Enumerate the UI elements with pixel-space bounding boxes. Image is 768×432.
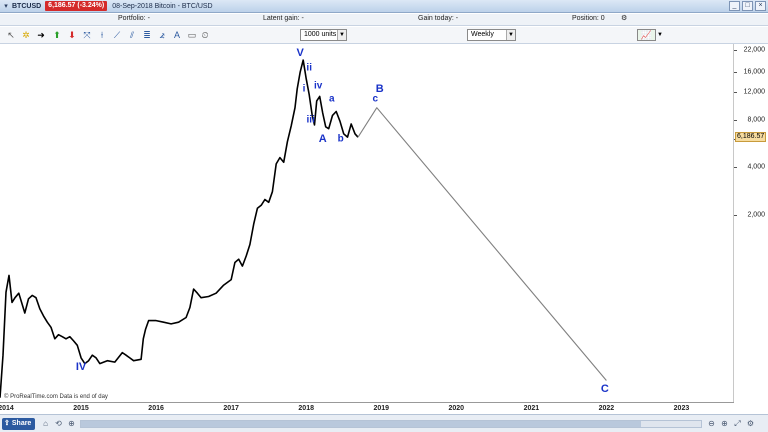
wave-label[interactable]: IV xyxy=(75,360,87,373)
y-tick-mark xyxy=(734,214,737,216)
fan-icon[interactable]: ⦨ xyxy=(159,30,165,40)
wave-label[interactable]: i xyxy=(302,83,306,95)
menu-icon[interactable]: ▾ xyxy=(4,3,8,10)
y-tick-mark xyxy=(734,50,737,51)
share-icon: ⇪ xyxy=(4,420,10,427)
zoom-icon[interactable]: ⊕ xyxy=(68,419,75,428)
wave-label[interactable]: V xyxy=(296,47,304,60)
y-tick-label: 8,000 xyxy=(747,116,765,124)
chevron-down-icon: ▼ xyxy=(506,30,515,40)
wave-label[interactable]: B xyxy=(375,82,384,95)
x-tick-label: 2016 xyxy=(148,405,164,412)
rectangle-icon[interactable]: ▭ xyxy=(187,30,197,40)
x-tick-label: 2023 xyxy=(673,405,690,412)
chevron-down-icon[interactable]: ▼ xyxy=(657,32,663,38)
wave-label[interactable]: b xyxy=(337,133,344,145)
x-tick-label: 2021 xyxy=(523,405,540,412)
text-tool-icon[interactable]: A xyxy=(173,30,180,40)
buy-arrow-icon[interactable]: ⬆ xyxy=(53,30,61,40)
x-tick-label: 2020 xyxy=(448,405,465,412)
latent-gain-info: Latent gain: - xyxy=(263,15,304,22)
scrollbar-thumb[interactable] xyxy=(81,421,641,427)
window-buttons: _ □ × xyxy=(729,1,766,11)
vertical-line-icon[interactable]: ⍿ xyxy=(100,30,104,40)
portfolio-info-bar: Portfolio: - Latent gain: - Gain today: … xyxy=(0,14,768,26)
close-button[interactable]: × xyxy=(755,1,766,11)
fit-icon[interactable]: ⤢ xyxy=(734,419,741,428)
wave-label[interactable]: C xyxy=(600,382,609,395)
y-tick-mark xyxy=(734,71,737,73)
y-tick-label: 22,000 xyxy=(743,46,765,54)
x-tick-label: 2017 xyxy=(223,405,239,412)
x-tick-label: 2022 xyxy=(598,405,615,412)
zoom-in-icon[interactable]: ⊕ xyxy=(721,419,728,428)
y-tick-label: 16,000 xyxy=(743,68,765,76)
channel-icon[interactable]: ⫽ xyxy=(129,30,134,40)
fibonacci-icon[interactable]: ≣ xyxy=(143,30,151,40)
y-tick-mark xyxy=(734,91,737,93)
sell-arrow-icon[interactable]: ⬇ xyxy=(68,30,76,40)
alert-icon[interactable]: ⏲ xyxy=(201,30,209,40)
position-settings-icon[interactable]: ⚙ xyxy=(621,15,628,22)
x-tick-label: 2019 xyxy=(373,405,390,412)
y-tick-mark xyxy=(734,119,737,121)
bottom-bar: ⇪ Share ⌂ ⟲ ⊕ ⊖ ⊕ ⤢ ⚙ xyxy=(0,414,768,432)
wave-label[interactable]: iii xyxy=(306,114,315,126)
last-price-badge: 6,186.57 (-3.24%) xyxy=(45,1,108,11)
share-button[interactable]: ⇪ Share xyxy=(2,418,36,430)
portfolio-info: Portfolio: - xyxy=(118,15,150,22)
copyright-notice: © ProRealTime.com Data is end of day xyxy=(4,394,108,400)
refresh-icon[interactable]: ⟲ xyxy=(55,419,62,428)
position-info: Position: 0 xyxy=(572,15,605,22)
y-tick-label: 4,000 xyxy=(747,163,765,171)
minimize-button[interactable]: _ xyxy=(729,1,740,11)
chart-type-icon[interactable]: 📈 xyxy=(637,29,656,41)
home-icon[interactable]: ⌂ xyxy=(43,419,48,428)
x-tick-label: 2015 xyxy=(73,405,89,412)
y-tick-mark xyxy=(734,167,737,169)
instrument-symbol[interactable]: BTCUSD xyxy=(12,2,42,10)
crosshair-icon[interactable]: ✲ xyxy=(22,30,30,40)
wave-label[interactable]: c xyxy=(372,93,379,105)
chart-canvas xyxy=(0,59,607,398)
wave-label[interactable]: iv xyxy=(314,80,323,92)
projection-line[interactable] xyxy=(357,107,607,381)
share-label: Share xyxy=(11,420,32,427)
maximize-button[interactable]: □ xyxy=(742,1,753,11)
price-line xyxy=(0,59,359,398)
timeframe-select[interactable]: Weekly ▼ xyxy=(467,29,516,41)
current-price-label: 6,186.57 xyxy=(735,132,767,143)
cross-icon[interactable]: ⤧ xyxy=(83,30,91,40)
zoom-out-icon[interactable]: ⊖ xyxy=(708,419,715,428)
y-tick-label: 12,000 xyxy=(743,88,765,96)
y-tick-label: 2,000 xyxy=(747,211,765,219)
quantity-select[interactable]: 1000 units ▼ xyxy=(300,29,347,41)
wave-label[interactable]: ii xyxy=(306,62,312,74)
quantity-value: 1000 units xyxy=(304,31,337,38)
wave-label[interactable]: A xyxy=(318,133,327,146)
chevron-down-icon: ▼ xyxy=(337,30,346,40)
cursor-icon[interactable]: ↖ xyxy=(7,30,15,40)
title-bar: ▾ BTCUSD 6,186.57 (-3.24%) 08-Sep-2018 B… xyxy=(0,0,768,13)
trendline-icon[interactable]: ⟋ xyxy=(113,30,121,40)
wave-label[interactable]: a xyxy=(328,93,335,105)
gain-today-info: Gain today: - xyxy=(418,15,459,22)
x-tick-label: 2014 xyxy=(0,405,14,412)
arrow-icon[interactable]: ➜ xyxy=(37,30,45,40)
instrument-description: 08-Sep-2018 Bitcoin - BTC/USD xyxy=(112,2,213,10)
timeframe-value: Weekly xyxy=(471,31,494,38)
time-axis[interactable]: 2014 2015 2016 2017 2018 2019 2020 2021 2022 2023 xyxy=(0,402,734,414)
price-axis[interactable]: 22,00016,00012,0008,0006,0004,0002,0006,… xyxy=(734,44,768,402)
chart-toolbar: ↖ ✲ ➜ ⬆ ⬇ ⤧ ⍿ ⟋ ⫽ ≣ ⦨ A ▭ ⏲ 1000 units ▼… xyxy=(0,27,768,44)
horizontal-scrollbar[interactable] xyxy=(80,420,702,428)
x-tick-label: 2018 xyxy=(298,405,314,412)
settings-icon[interactable]: ⚙ xyxy=(746,419,755,428)
